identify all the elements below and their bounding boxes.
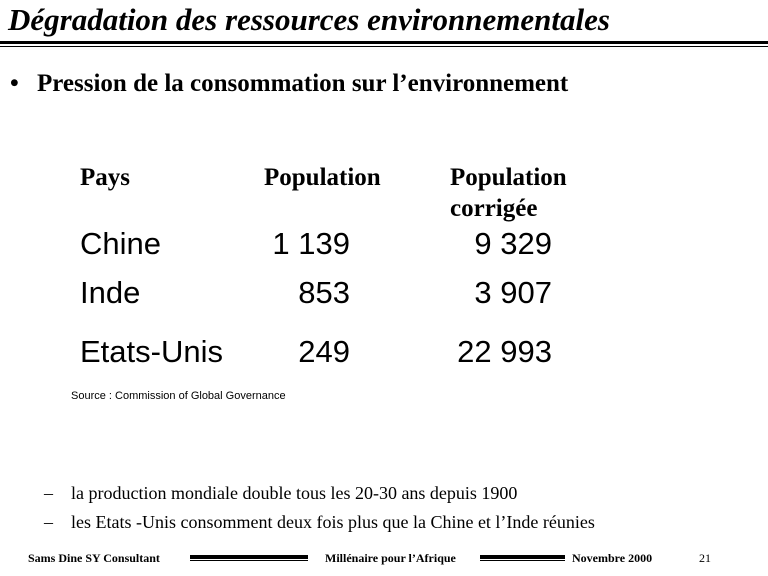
footer-author: Sams Dine SY Consultant [28,551,160,565]
slide-footer: Sams Dine SY Consultant Millénaire pour … [0,547,768,567]
subpoint-production: – la production mondiale double tous les … [44,483,517,504]
table-source: Source : Commission of Global Governance [71,390,286,402]
population-table: Pays Population Population corrigée Chin… [80,160,640,380]
row-inde-pays: Inde [80,275,141,310]
header-population-corrigee: Population corrigée [450,162,567,224]
row-inde-population: 853 [298,275,350,310]
subpoint-consommation: – les Etats -Unis consomment deux fois pl… [44,512,595,533]
header-population-corrigee-line2: corrigée [450,195,538,222]
subpoint-dash: – [44,512,53,532]
row-chine-population: 1 139 [272,226,350,261]
footer-center: Millénaire pour l’Afrique [325,551,456,565]
subpoint-consommation-text: les Etats -Unis consomment deux fois plu… [71,512,595,532]
title-underline-thick [0,41,768,44]
row-etats-unis-corrigee: 22 993 [457,334,552,369]
subpoint-production-text: la production mondiale double tous les 2… [71,483,518,503]
row-inde-corrigee: 3 907 [474,275,552,310]
footer-rule-left [190,555,308,561]
header-pays: Pays [80,164,130,191]
header-population-corrigee-line1: Population [450,164,567,191]
main-bullet: • Pression de la consommation sur l’envir… [10,70,568,98]
row-chine-pays: Chine [80,226,161,261]
main-bullet-text: Pression de la consommation sur l’enviro… [37,70,569,97]
subpoint-dash: – [44,483,53,503]
row-chine-corrigee: 9 329 [474,226,552,261]
footer-page-number: 21 [699,551,711,565]
footer-date: Novembre 2000 [572,551,653,565]
row-etats-unis-population: 249 [298,334,350,369]
footer-rule-right [480,555,565,561]
bullet-marker: • [10,70,19,97]
row-etats-unis-pays: Etats-Unis [80,334,223,369]
header-population: Population [264,164,381,191]
slide-title: Dégradation des ressources environnement… [8,2,610,37]
title-underline-thin [0,46,768,47]
